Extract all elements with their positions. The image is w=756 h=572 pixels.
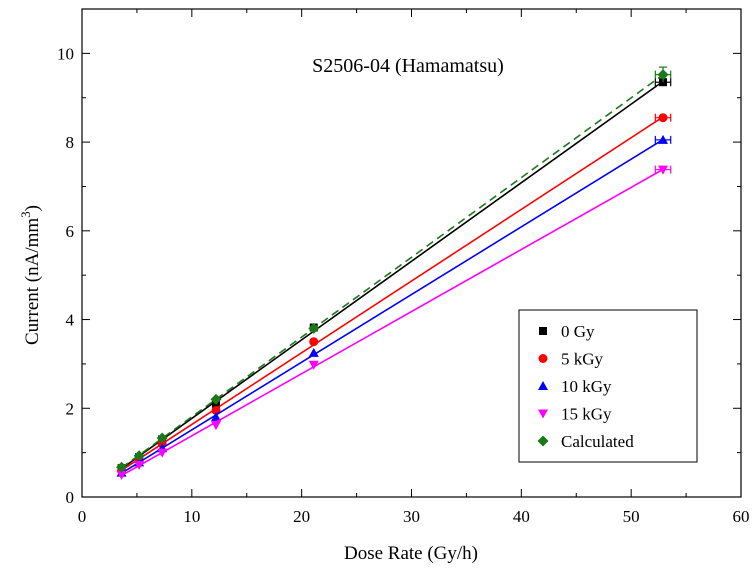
x-axis-label: Dose Rate (Gy/h) — [344, 543, 478, 564]
plot-area — [81, 8, 742, 498]
data-point — [157, 448, 168, 458]
data-point — [308, 347, 319, 357]
y-tick-label: 6 — [66, 222, 75, 241]
x-tick-label: 50 — [623, 507, 640, 526]
legend-marker — [538, 381, 548, 390]
data-point — [658, 165, 669, 175]
data-point — [133, 450, 145, 462]
legend-marker — [538, 409, 548, 419]
y-axis-label-sup: 3 — [18, 211, 33, 218]
data-point — [210, 421, 221, 431]
data-point — [658, 113, 668, 123]
series-calculated — [116, 66, 672, 473]
fit-line — [121, 74, 664, 469]
legend-label: 5 kGy — [561, 350, 604, 369]
data-point — [308, 322, 320, 334]
x-tick-label: 30 — [403, 507, 420, 526]
x-tick-label: 20 — [293, 507, 310, 526]
data-point — [657, 69, 669, 81]
y-axis-label-main: Current (nA/mm — [22, 218, 43, 345]
legend-marker — [539, 327, 547, 335]
data-point — [134, 461, 145, 471]
series-15-kgy — [116, 165, 672, 480]
legend-label: 15 kGy — [561, 405, 612, 424]
x-tick-label: 10 — [183, 507, 200, 526]
fit-line — [121, 80, 664, 470]
data-point — [210, 412, 221, 422]
y-tick-label: 10 — [57, 44, 74, 63]
fit-line — [121, 138, 664, 474]
y-axis-label: Current (nA/mm3) — [18, 205, 43, 345]
y-tick-label: 8 — [66, 133, 75, 152]
legend-box — [518, 309, 698, 463]
data-point — [309, 337, 319, 347]
data-point — [116, 461, 128, 473]
y-axis-label-close: ) — [22, 205, 43, 211]
data-point — [156, 432, 168, 444]
x-tick-label: 40 — [513, 507, 530, 526]
y-tick-label: 4 — [66, 311, 75, 330]
legend-label: 0 Gy — [561, 322, 595, 341]
legend-label: Calculated — [561, 432, 634, 451]
x-tick-label: 0 — [78, 507, 87, 526]
chart-title: S2506-04 (Hamamatsu) — [312, 55, 504, 77]
x-tick-label: 60 — [733, 507, 750, 526]
data-point — [658, 134, 669, 144]
fit-line — [121, 168, 664, 477]
legend-marker — [537, 435, 549, 447]
legend-label: 10 kGy — [561, 377, 612, 396]
legend: 0 Gy 5 kGy 10 kGy 15 kGy Calculated — [518, 309, 698, 463]
y-tick-label: 2 — [66, 399, 75, 418]
legend-marker — [538, 354, 548, 363]
data-point — [308, 360, 319, 370]
data-point — [210, 393, 222, 405]
data-point — [116, 470, 127, 480]
y-tick-label: 0 — [66, 488, 75, 507]
